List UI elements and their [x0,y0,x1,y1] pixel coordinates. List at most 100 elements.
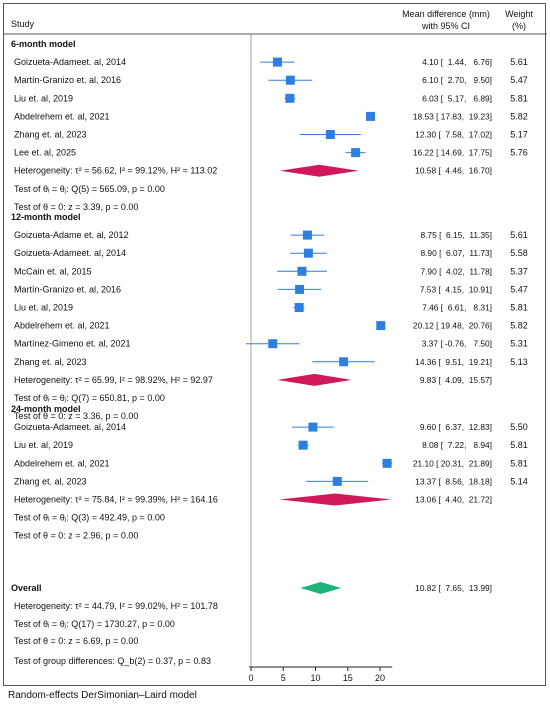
study-ci-value: 7.46 [ 6.61, 8.31] [422,303,492,313]
weight-unit-header: (%) [512,21,526,31]
study-weight: 5.58 [510,248,528,258]
x-tick-label: 0 [248,673,253,683]
pooled-ci-value: 9.83 [ 4.09, 15.57] [420,375,492,385]
study-weight: 5.37 [510,266,528,276]
study-label: Martín-Granizo et. al, 2016 [14,75,121,85]
weight-column-header: Weight [505,9,533,19]
forest-plot: Study Mean difference (mm) with 95% CI Weig… [4,9,547,683]
plot-frame: Study Mean difference (mm) with 95% CI Weig… [3,3,547,686]
study-marker [376,321,386,331]
study-weight: 5.82 [510,321,528,331]
effect-test: Test of θ = 0: z = 3.36, p = 0.00 [14,411,138,421]
study-ci-value: 4.10 [ 1.44, 6.76] [422,57,492,67]
study-marker [285,93,295,103]
study-ci-value: 7.53 [ 4.15, 10.91] [420,284,492,294]
study-label: Abdelrehem et. al, 2021 [14,458,110,468]
study-label: Martín-Granizo et. al, 2016 [14,284,121,294]
x-tick-label: 5 [281,673,286,683]
study-marker [351,148,361,158]
study-marker [295,284,305,294]
study-weight: 5.47 [510,284,528,294]
overall-homogeneity-test: Test of θᵢ = θⱼ: Q(17) = 1730.27, p = 0.… [14,619,175,629]
pooled-diamond [277,373,352,386]
study-label: Liu et. al, 2019 [14,303,73,313]
study-marker [302,230,312,240]
group-differences-test: Test of group differences: Q_b(2) = 0.37… [14,656,211,666]
study-weight: 5.76 [510,148,528,158]
study-ci-value: 12.30 [ 7.58, 17.02] [415,130,492,140]
study-label: Goizueta-Adameet. al, 2014 [14,248,126,258]
study-marker [325,130,335,139]
pooled-diamond [279,164,359,177]
study-marker [294,303,304,312]
study-marker [366,111,376,121]
study-label: Abdelrehem et. al, 2021 [14,111,110,121]
study-label: Goizueta-Adame et. al, 2012 [14,230,129,240]
study-label: Goizueta-Adameet. al, 2014 [14,422,126,432]
effect-test: Test of θ = 0: z = 2.96, p = 0.00 [14,531,138,541]
study-marker [285,75,295,85]
study-marker [268,339,278,349]
study-weight: 5.81 [510,458,528,468]
heterogeneity-stat: Heterogeneity: τ² = 65.99, I² = 98.92%, … [14,375,213,385]
model-footnote: Random-effects DerSimonian–Laird model [8,690,197,701]
study-weight: 5.81 [510,303,528,313]
group-title: 24-month model [11,404,81,414]
study-marker [332,476,342,486]
homogeneity-test: Test of θᵢ = θⱼ: Q(5) = 565.09, p = 0.00 [14,184,165,194]
study-label: Martínez-Gimeno et. al, 2021 [14,339,131,349]
pooled-diamond [279,493,392,506]
homogeneity-test: Test of θᵢ = θⱼ: Q(7) = 650.81, p = 0.00 [14,393,165,403]
study-ci-value: 6.03 [ 5.17, 6.89] [422,93,492,103]
study-ci-value: 8.90 [ 6.07, 11.73] [420,248,492,258]
group-title: 12-month model [11,212,81,222]
study-ci-value: 8.75 [ 6.15, 11.35] [420,230,492,240]
heterogeneity-stat: Heterogeneity: τ² = 75.84, I² = 99.39%, … [14,495,218,505]
overall-heterogeneity: Heterogeneity: τ² = 44.79, I² = 99.02%, … [14,601,218,611]
overall-effect-test: Test of θ = 0: z = 6.69, p = 0.00 [14,636,138,646]
pooled-ci-value: 13.06 [ 4.40, 21.72] [415,495,492,505]
study-weight: 5.13 [510,357,528,367]
study-marker [298,440,308,450]
overall-title: Overall [11,583,42,593]
study-marker [308,422,318,432]
study-ci-value: 13.37 [ 8.56, 18.18] [415,476,492,486]
study-label: Zhang et. al, 2023 [14,357,87,367]
study-weight: 5.82 [510,111,528,121]
study-ci-value: 6.10 [ 2.70, 9.50] [422,75,492,85]
homogeneity-test: Test of θᵢ = θⱼ: Q(3) = 492.49, p = 0.00 [14,513,165,523]
study-weight: 5.61 [510,230,528,240]
study-label: Goizueta-Adameet. al, 2014 [14,57,126,67]
study-ci-value: 3.37 [ -0.76, 7.50] [422,339,492,349]
x-tick-label: 15 [343,673,353,683]
x-tick-label: 20 [375,673,385,683]
study-label: Abdelrehem et. al, 2021 [14,321,110,331]
study-label: Liu et. al, 2019 [14,93,73,103]
study-label: Zhang et. al, 2023 [14,476,87,486]
study-marker [339,357,349,367]
study-label: Zhang et. al, 2023 [14,130,87,140]
study-ci-value: 20.12 [ 19.48, 20.76] [413,321,492,331]
study-column-header: Study [11,19,35,29]
group-title: 6-month model [11,39,76,49]
ci-column-header: with 95% CI [421,21,470,31]
study-marker [297,266,307,276]
study-marker [303,248,313,258]
study-weight: 5.47 [510,75,528,85]
study-weight: 5.14 [510,476,528,486]
study-ci-value: 9.60 [ 6.37, 12.83] [420,422,492,432]
study-label: Lee et. al, 2025 [14,148,76,158]
effect-column-header: Mean difference (mm) [402,9,490,19]
study-marker [272,57,282,67]
effect-test: Test of θ = 0: z = 3.39, p = 0.00 [14,202,138,212]
study-weight: 5.50 [510,422,528,432]
study-ci-value: 18.53 [ 17.83, 19.23] [413,111,492,121]
study-weight: 5.61 [510,57,528,67]
study-marker [382,458,392,468]
overall-ci-value: 10.82 [ 7.65, 13.99] [415,583,492,593]
study-weight: 5.81 [510,93,528,103]
study-ci-value: 16.22 [ 14.69, 17.75] [413,148,492,158]
x-tick-label: 10 [310,673,320,683]
study-weight: 5.31 [510,339,528,349]
study-weight: 5.81 [510,440,528,450]
